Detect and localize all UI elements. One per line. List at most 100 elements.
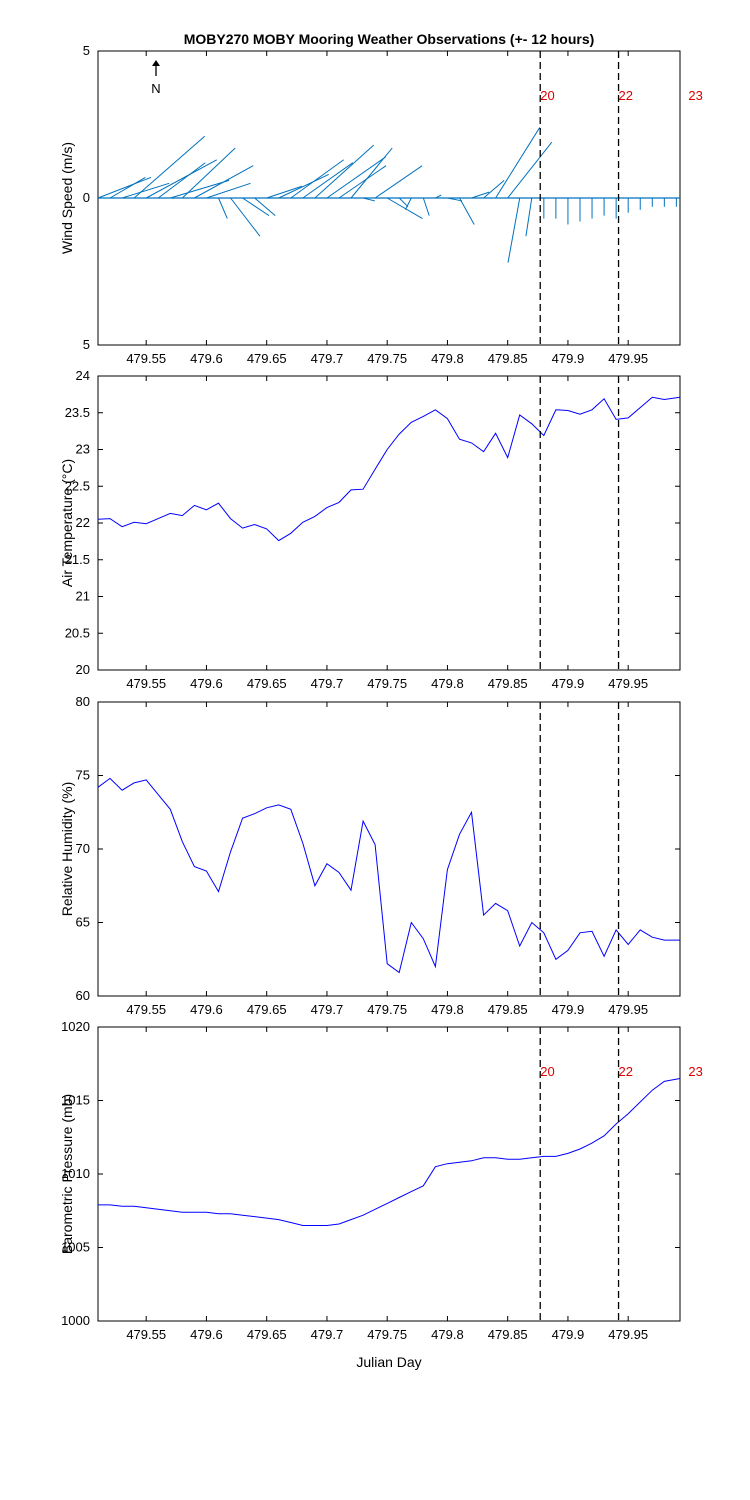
wind-vector — [398, 197, 409, 208]
wind-vector — [97, 176, 152, 199]
wind-vector — [374, 165, 423, 199]
data-line — [97, 396, 681, 542]
wind-vector — [194, 165, 254, 199]
x-tick-label: 479.7 — [311, 351, 344, 366]
wind-vector — [242, 197, 270, 217]
y-tick-label: 1020 — [61, 1019, 90, 1034]
x-tick-label: 479.85 — [488, 351, 528, 366]
x-tick-label: 479.6 — [190, 1327, 223, 1342]
wind-vector — [182, 147, 236, 199]
y-tick-label: 1000 — [61, 1313, 90, 1328]
x-tick-label: 479.85 — [488, 1327, 528, 1342]
x-tick-label: 479.75 — [367, 676, 407, 691]
y-tick-label: 80 — [76, 694, 90, 709]
wind-vector — [206, 182, 251, 199]
axes-box — [97, 375, 681, 671]
wind-vector — [483, 179, 505, 199]
y-tick-label: 1015 — [61, 1093, 90, 1108]
x-tick-label: 479.6 — [190, 1002, 223, 1017]
y-tick-label: 20.5 — [65, 625, 90, 640]
wind-vector — [266, 185, 303, 199]
x-tick-label: 479.95 — [608, 1327, 648, 1342]
marker-label: 20 — [540, 1064, 554, 1079]
marker-label: 20 — [540, 88, 554, 103]
wind-vector — [230, 197, 261, 237]
wind-vector — [507, 141, 553, 199]
wind-vector — [145, 159, 217, 199]
wind-vector — [121, 182, 170, 199]
y-tick-label: 70 — [76, 841, 90, 856]
panel-2: 479.55 479.6 479.65 479.7 479.75 479.8 479.85 4… — [59, 368, 681, 691]
wind-vector — [278, 174, 329, 199]
x-tick-label: 479.55 — [126, 1002, 166, 1017]
wind-vector — [507, 197, 521, 263]
y-tick-label: 23 — [76, 442, 90, 457]
y-axis-label: Wind Speed (m/s) — [59, 142, 75, 254]
x-tick-label: 479.7 — [311, 1327, 344, 1342]
wind-vector — [326, 156, 387, 199]
x-tick-label: 479.9 — [552, 676, 585, 691]
y-tick-label: 5 — [83, 337, 90, 352]
figure-title: MOBY270 MOBY Mooring Weather Observation… — [184, 31, 595, 47]
x-tick-label: 479.8 — [431, 351, 464, 366]
wind-vector — [404, 197, 412, 210]
y-tick-label: 22.5 — [65, 478, 90, 493]
y-tick-label: 21.5 — [65, 552, 90, 567]
wind-vector — [350, 147, 393, 199]
x-tick-label: 479.55 — [126, 676, 166, 691]
wind-vector — [170, 179, 230, 199]
x-tick-label: 479.65 — [247, 1002, 287, 1017]
panel-4: 479.55 479.6 479.65 479.7 479.75 479.8 479.85 4… — [59, 1019, 703, 1342]
x-tick-label: 479.8 — [431, 1002, 464, 1017]
y-tick-label: 5 — [83, 43, 90, 58]
y-axis-label: Barometric Pressure (mb) — [59, 1094, 75, 1254]
y-tick-label: 1010 — [61, 1166, 90, 1181]
x-tick-label: 479.8 — [431, 676, 464, 691]
x-tick-label: 479.7 — [311, 1002, 344, 1017]
x-tick-label: 479.55 — [126, 351, 166, 366]
wind-vector — [495, 127, 541, 199]
y-tick-label: 1005 — [61, 1240, 90, 1255]
x-tick-label: 479.95 — [608, 676, 648, 691]
x-tick-label: 479.7 — [311, 676, 344, 691]
y-tick-label: 65 — [76, 915, 90, 930]
wind-vector — [435, 194, 442, 199]
panel-1: 479.55 479.6 479.65 479.7 479.75 479.8 479.85 4… — [59, 43, 703, 366]
x-tick-label: 479.85 — [488, 1002, 528, 1017]
x-tick-label: 479.75 — [367, 351, 407, 366]
y-tick-label: 75 — [76, 768, 90, 783]
wind-vector — [422, 197, 430, 216]
x-tick-label: 479.6 — [190, 676, 223, 691]
y-tick-label: 24 — [76, 368, 90, 383]
marker-label: 22 — [619, 88, 633, 103]
x-tick-label: 479.9 — [552, 1002, 585, 1017]
x-axis-label: Julian Day — [356, 1354, 421, 1370]
x-tick-label: 479.9 — [552, 351, 585, 366]
panel-3: 479.55 479.6 479.65 479.7 479.75 479.8 479.85 4… — [59, 694, 681, 1017]
marker-label: 23 — [688, 1064, 702, 1079]
wind-vector — [447, 197, 463, 202]
wind-vector — [302, 162, 354, 199]
north-label: N — [151, 81, 160, 96]
wind-vector — [386, 197, 423, 220]
wind-vector — [338, 165, 387, 199]
data-line — [97, 777, 680, 974]
x-tick-label: 479.9 — [552, 1327, 585, 1342]
x-tick-label: 479.65 — [247, 1327, 287, 1342]
wind-vector — [471, 191, 490, 199]
wind-vector — [218, 197, 228, 219]
data-line — [98, 1078, 681, 1226]
y-tick-label: 20 — [76, 662, 90, 677]
y-axis-label: Relative Humidity (%) — [59, 782, 75, 917]
x-tick-label: 479.75 — [367, 1327, 407, 1342]
y-tick-label: 21 — [76, 589, 90, 604]
x-tick-label: 479.95 — [608, 1002, 648, 1017]
marker-label: 23 — [688, 88, 702, 103]
x-tick-label: 479.85 — [488, 676, 528, 691]
x-tick-label: 479.65 — [247, 351, 287, 366]
y-tick-label: 0 — [83, 190, 90, 205]
x-tick-label: 479.8 — [431, 1327, 464, 1342]
plots-group: 479.55 479.6 479.65 479.7 479.75 479.8 479.85 4… — [59, 43, 703, 1342]
wind-vector — [525, 197, 533, 237]
